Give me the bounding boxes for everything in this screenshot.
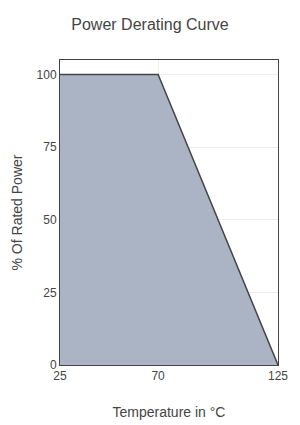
svg-text:100: 100 — [37, 68, 57, 82]
svg-text:25: 25 — [43, 286, 57, 300]
svg-text:Temperature in °C: Temperature in °C — [113, 404, 226, 420]
svg-text:% Of Rated Power: % Of Rated Power — [9, 154, 25, 270]
svg-text:70: 70 — [151, 369, 165, 383]
svg-text:25: 25 — [53, 369, 67, 383]
svg-text:125: 125 — [268, 369, 288, 383]
svg-text:Power Derating Curve: Power Derating Curve — [71, 16, 229, 33]
svg-text:50: 50 — [43, 213, 57, 227]
svg-text:0: 0 — [50, 358, 57, 372]
svg-text:75: 75 — [43, 140, 57, 154]
